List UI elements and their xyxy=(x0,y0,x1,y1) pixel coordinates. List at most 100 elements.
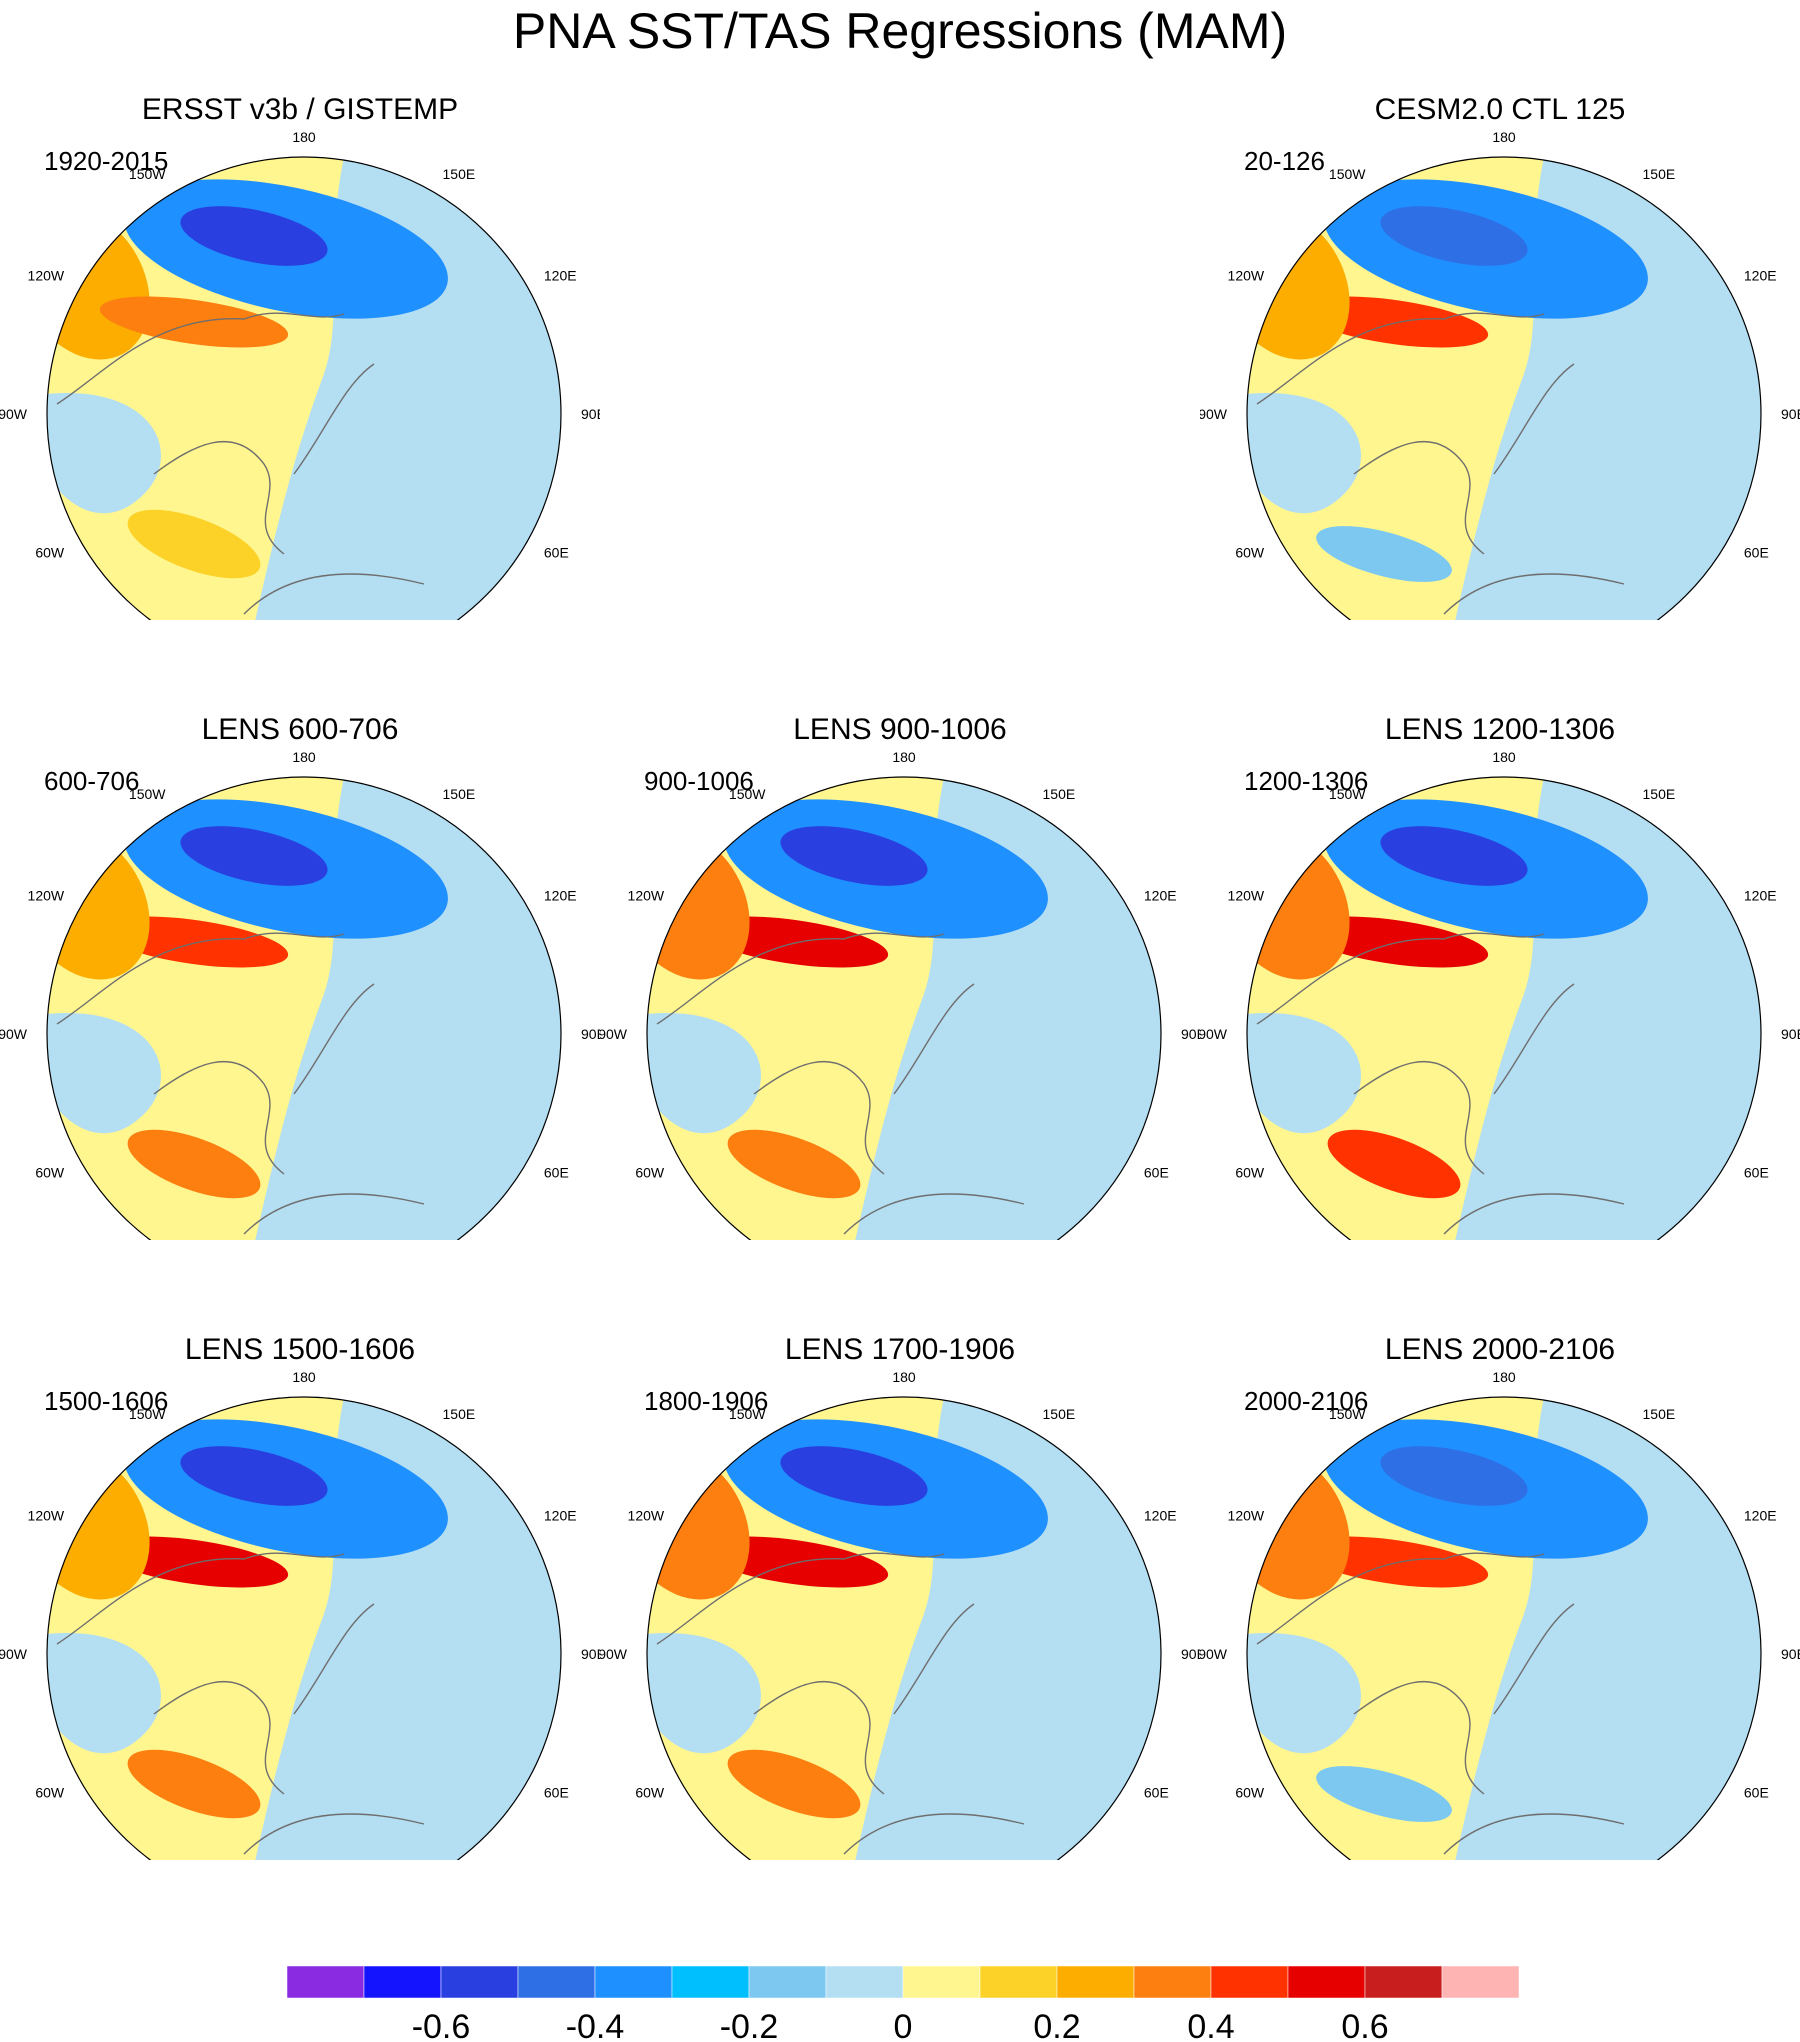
anomaly-north-pacific-core xyxy=(1380,826,1528,886)
anomaly-north-pacific-core xyxy=(780,1446,928,1506)
colorbar-swatch xyxy=(902,1965,981,1999)
coastline xyxy=(1256,312,1625,615)
lon-tick-label: 120E xyxy=(1744,1508,1777,1524)
map-boundary xyxy=(46,776,562,1240)
lon-tick-label: 150W xyxy=(129,166,166,182)
lon-tick-label: 90W xyxy=(1200,1026,1228,1042)
lon-tick-label: 60W xyxy=(1235,1165,1265,1181)
polar-map: 180150E120E90E60E30E030W60W90W120W150W xyxy=(1200,749,1800,1240)
lon-tick-label: 60W xyxy=(1235,545,1265,561)
anomaly-atlantic-warm xyxy=(127,1129,261,1199)
map-boundary xyxy=(646,1396,1162,1860)
lon-tick-label: 150E xyxy=(1043,786,1076,802)
map-panel-lens-900: 180150E120E90E60E30E030W60W90W120W150W L… xyxy=(600,620,1200,1240)
lon-tick-label: 90E xyxy=(1181,1026,1200,1042)
anomaly-north-pacific-core xyxy=(780,826,928,886)
panel-title: LENS 1500-1606 xyxy=(184,1333,416,1366)
lon-tick-label: 120W xyxy=(1228,268,1265,284)
anomaly-atlantic-cool xyxy=(1316,526,1452,582)
field-weak-cool xyxy=(244,157,561,620)
lon-tick-label: 120E xyxy=(544,268,577,284)
colorbar-swatch xyxy=(1056,1965,1135,1999)
map-panel-cesm-ctl: 180150E120E90E60E30E030W60W90W120W150W C… xyxy=(1200,0,1800,620)
panel-period: 2000-2106 xyxy=(1244,1386,1369,1416)
polar-map: 180150E120E90E60E30E030W60W90W120W150W xyxy=(1200,129,1800,620)
field-weak-cool-west xyxy=(47,1013,161,1134)
colorbar-tick-label: -0.2 xyxy=(720,2008,779,2042)
field-weak-cool xyxy=(1444,157,1761,620)
lon-tick-label: 150W xyxy=(729,786,766,802)
lon-tick-label: 90W xyxy=(600,1026,628,1042)
polar-map: 180150E120E90E60E30E030W60W90W120W150W xyxy=(0,749,600,1240)
colorbar-tick-label: -0.6 xyxy=(412,2008,471,2042)
map-boundary xyxy=(1246,1396,1762,1860)
lon-tick-label: 90W xyxy=(1200,406,1228,422)
lon-tick-label: 120W xyxy=(28,888,65,904)
anomaly-north-pacific-core xyxy=(180,206,328,266)
colorbar-swatch xyxy=(1364,1965,1443,1999)
lon-tick-label: 180 xyxy=(292,1369,316,1385)
lon-tick-label: 60W xyxy=(35,1165,65,1181)
colorbar-swatch xyxy=(1133,1965,1212,1999)
panel-period: 1920-2015 xyxy=(44,146,169,176)
lon-tick-label: 60E xyxy=(544,1165,569,1181)
colorbar-swatch xyxy=(748,1965,827,1999)
polar-map: 180150E120E90E60E30E030W60W90W120W150W xyxy=(0,129,600,620)
colorbar-swatch xyxy=(363,1965,442,1999)
lon-tick-label: 90W xyxy=(0,1646,28,1662)
lon-tick-label: 90E xyxy=(581,406,600,422)
lon-tick-label: 150W xyxy=(129,1406,166,1422)
colorbar-swatch xyxy=(1441,1965,1520,1999)
lon-tick-label: 60E xyxy=(1144,1785,1169,1801)
lon-tick-label: 180 xyxy=(892,749,916,765)
lon-tick-label: 150E xyxy=(443,786,476,802)
lon-tick-label: 120W xyxy=(1228,888,1265,904)
anomaly-atlantic-cool xyxy=(1316,1766,1452,1822)
field-weak-cool-west xyxy=(647,1013,761,1134)
lon-tick-label: 150E xyxy=(1643,786,1676,802)
map-panel-ersst: 180150E120E90E60E30E030W60W90W120W150W E… xyxy=(0,0,600,620)
lon-tick-label: 150E xyxy=(443,1406,476,1422)
lon-tick-label: 120E xyxy=(544,1508,577,1524)
anomaly-atlantic-warm xyxy=(727,1129,861,1199)
panel-title: ERSST v3b / GISTEMP xyxy=(141,93,459,126)
lon-tick-label: 180 xyxy=(292,129,316,145)
lon-tick-label: 90E xyxy=(1181,1646,1200,1662)
coastline xyxy=(1256,1552,1625,1855)
polar-map: 180150E120E90E60E30E030W60W90W120W150W xyxy=(600,749,1200,1240)
field-weak-cool xyxy=(244,1397,561,1860)
lon-tick-label: 150W xyxy=(1329,786,1366,802)
colorbar-swatch xyxy=(1287,1965,1366,1999)
lon-tick-label: 90W xyxy=(600,1646,628,1662)
lon-tick-label: 90E xyxy=(581,1026,600,1042)
lon-tick-label: 60W xyxy=(1235,1785,1265,1801)
coastline xyxy=(656,1552,1025,1855)
anomaly-atlantic-warm xyxy=(127,1749,261,1819)
lon-tick-label: 180 xyxy=(892,1369,916,1385)
colorbar-swatch xyxy=(1210,1965,1289,1999)
lon-tick-label: 150W xyxy=(1329,166,1366,182)
lon-tick-label: 60W xyxy=(635,1785,665,1801)
field-weak-cool-west xyxy=(1247,393,1361,514)
panel-period: 1200-1306 xyxy=(1244,766,1369,796)
lon-tick-label: 60W xyxy=(635,1165,665,1181)
lon-tick-label: 180 xyxy=(292,749,316,765)
map-panel-lens-1500: 180150E120E90E60E30E030W60W90W120W150W L… xyxy=(0,1240,600,1860)
polar-map: 180150E120E90E60E30E030W60W90W120W150W xyxy=(1200,1369,1800,1860)
anomaly-atlantic-warm xyxy=(1327,1129,1461,1199)
field-weak-cool-west xyxy=(47,1633,161,1754)
map-boundary xyxy=(646,776,1162,1240)
colorbar-swatch xyxy=(286,1965,365,1999)
colorbar-tick-label: 0 xyxy=(894,2008,913,2042)
colorbar-swatch xyxy=(517,1965,596,1999)
lon-tick-label: 120W xyxy=(1228,1508,1265,1524)
map-panel-lens-2000: 180150E120E90E60E30E030W60W90W120W150W L… xyxy=(1200,1240,1800,1860)
colorbar-tick-label: 0.4 xyxy=(1187,2008,1234,2042)
panel-period: 1500-1606 xyxy=(44,1386,169,1416)
coastline xyxy=(1256,932,1625,1235)
lon-tick-label: 180 xyxy=(1492,1369,1516,1385)
lon-tick-label: 120E xyxy=(1744,268,1777,284)
field-weak-cool-west xyxy=(1247,1013,1361,1134)
map-boundary xyxy=(1246,776,1762,1240)
panel-period: 20-126 xyxy=(1244,146,1325,176)
